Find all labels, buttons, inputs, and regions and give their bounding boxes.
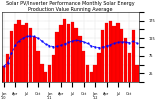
- Bar: [105, 23, 108, 82]
- Bar: [52, 55, 55, 82]
- Bar: [101, 30, 104, 82]
- Bar: [82, 51, 85, 82]
- Bar: [36, 51, 40, 82]
- Bar: [40, 64, 44, 82]
- Bar: [109, 21, 112, 82]
- Bar: [63, 19, 66, 82]
- Bar: [10, 31, 13, 82]
- Bar: [14, 24, 17, 82]
- Bar: [21, 25, 24, 82]
- Bar: [78, 36, 81, 82]
- Bar: [2, 66, 5, 82]
- Title: Solar PV/Inverter Performance Monthly Solar Energy Production Value Running Aver: Solar PV/Inverter Performance Monthly So…: [6, 1, 135, 12]
- Bar: [116, 23, 120, 82]
- Bar: [59, 25, 63, 82]
- Bar: [120, 30, 123, 82]
- Bar: [75, 28, 78, 82]
- Bar: [97, 53, 100, 82]
- Bar: [25, 23, 28, 82]
- Bar: [71, 22, 74, 82]
- Bar: [29, 28, 32, 82]
- Bar: [17, 20, 21, 82]
- Bar: [132, 30, 135, 82]
- Bar: [48, 65, 51, 82]
- Bar: [135, 64, 139, 82]
- Bar: [56, 32, 59, 82]
- Bar: [44, 72, 47, 82]
- Bar: [6, 54, 9, 82]
- Bar: [33, 37, 36, 82]
- Bar: [86, 65, 89, 82]
- Bar: [124, 38, 127, 82]
- Bar: [128, 53, 131, 82]
- Bar: [90, 72, 93, 82]
- Bar: [93, 64, 97, 82]
- Bar: [67, 24, 70, 82]
- Bar: [112, 26, 116, 82]
